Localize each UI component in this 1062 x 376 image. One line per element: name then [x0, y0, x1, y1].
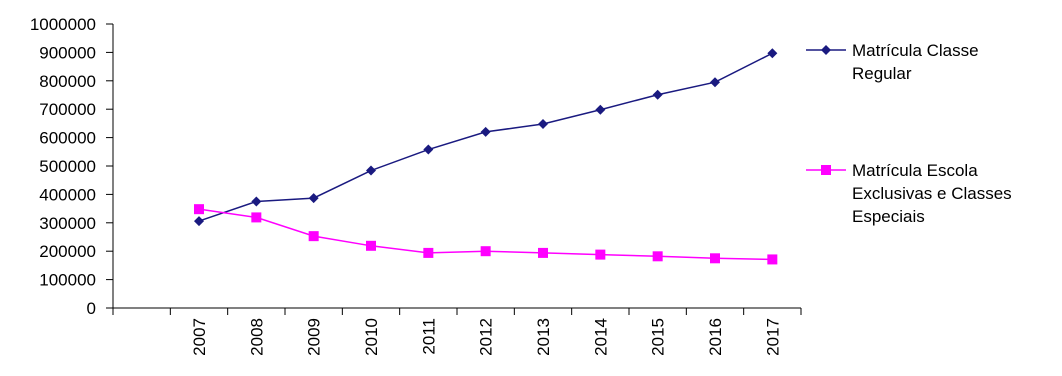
series-layer	[194, 48, 778, 265]
y-tick-label: 1000000	[30, 15, 96, 34]
legend-label: Matrícula Escola Exclusivas e Classes Espe…	[852, 161, 1012, 226]
data-point	[251, 212, 262, 223]
x-tick-label: 2017	[763, 318, 782, 356]
y-tick-label: 600000	[39, 129, 96, 148]
data-point	[538, 247, 548, 258]
y-tick-label: 200000	[39, 242, 96, 261]
y-tick-label: 800000	[39, 72, 96, 91]
y-tick-label: 500000	[39, 157, 96, 176]
x-tick-label: 2015	[649, 318, 668, 356]
x-tick-label: 2010	[362, 318, 381, 356]
legend-marker	[821, 45, 831, 55]
data-point	[480, 126, 491, 137]
legend-item-1: Matrícula Classe Regular	[806, 41, 979, 83]
data-point	[710, 77, 720, 88]
data-point	[194, 216, 204, 227]
x-tick-label: 2009	[305, 318, 324, 356]
data-point	[595, 249, 606, 260]
y-tick-label: 700000	[39, 100, 96, 119]
data-point	[710, 253, 720, 264]
data-point	[480, 246, 491, 257]
x-tick-label: 2014	[591, 318, 610, 356]
x-tick-label: 2016	[706, 318, 725, 356]
y-tick-label: 400000	[39, 185, 96, 204]
data-point	[652, 89, 663, 100]
legend-marker	[821, 165, 831, 175]
data-point	[595, 104, 606, 115]
y-tick-label: 900000	[39, 43, 96, 62]
x-tick-label: 2007	[190, 318, 209, 356]
data-point	[308, 231, 319, 242]
data-point	[251, 196, 262, 207]
series-1	[194, 48, 778, 227]
data-point	[538, 118, 548, 129]
data-point	[767, 48, 778, 59]
legend: Matrícula Classe Regular Matrícula Escola E…	[806, 41, 1012, 226]
series-line	[198, 52, 773, 222]
series-2	[194, 204, 778, 265]
y-tick-label: 100000	[39, 271, 96, 290]
legend-item-2: Matrícula Escola Exclusivas e Classes Espe…	[806, 161, 1012, 226]
data-point	[308, 193, 319, 204]
data-point	[423, 247, 434, 258]
data-point	[652, 251, 663, 262]
x-tick-labels: 2007 2008 2009 2010 2011 2012 2013 2014 2015 2016…	[190, 318, 782, 356]
x-tick-label: 2013	[534, 318, 553, 356]
data-point	[194, 204, 204, 215]
legend-label: Matrícula Classe Regular	[852, 41, 979, 83]
chart-axes	[106, 23, 802, 315]
y-tick-label: 300000	[39, 214, 96, 233]
x-tick-label: 2008	[247, 318, 266, 356]
data-point	[767, 254, 778, 265]
x-tick-label: 2011	[419, 318, 438, 355]
data-point	[366, 165, 376, 176]
x-tick-label: 2012	[477, 318, 496, 356]
y-tick-label: 0	[87, 299, 96, 318]
y-tick-labels: 0 100000 200000 300000 400000 500000 600000 700…	[30, 15, 96, 318]
data-point	[366, 240, 376, 251]
data-point	[423, 144, 434, 155]
